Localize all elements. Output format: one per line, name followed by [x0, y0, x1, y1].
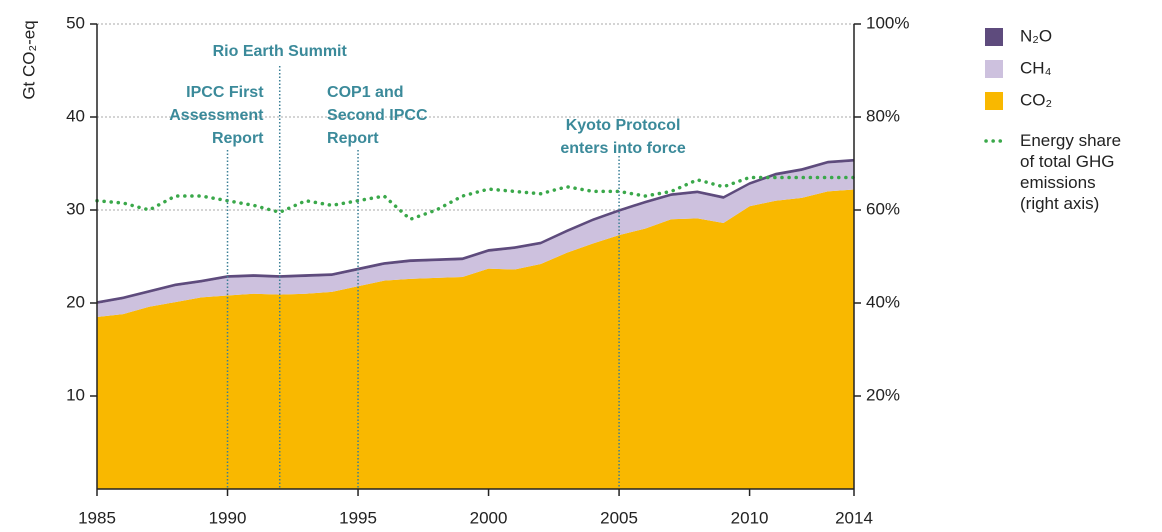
y2-tick-label: 60% — [866, 199, 900, 218]
x-tick-label: 1990 — [209, 508, 247, 527]
y-tick-label: 50 — [66, 13, 85, 32]
area — [97, 158, 854, 304]
annotation: Report — [327, 130, 379, 147]
y-tick-label: 40 — [66, 106, 85, 125]
y-tick-label: 20 — [66, 292, 85, 311]
annotation: enters into force — [560, 140, 685, 157]
annotation: Kyoto Protocol — [566, 117, 681, 134]
y2-tick-label: 80% — [866, 106, 900, 125]
area — [97, 189, 854, 490]
x-tick-label: 2010 — [731, 508, 769, 527]
annotation: Report — [212, 130, 264, 147]
legend-label: CH₄ — [1020, 58, 1052, 77]
annotation: Second IPCC — [327, 107, 428, 124]
y-tick-label: 10 — [66, 385, 85, 404]
x-tick-label: 2005 — [600, 508, 638, 527]
line — [95, 175, 856, 222]
legend-swatch — [985, 28, 1003, 46]
annotation: Rio Earth Summit — [213, 43, 348, 60]
legend-swatch — [985, 60, 1003, 78]
legend-swatch — [985, 92, 1003, 110]
y2-tick-label: 100% — [866, 13, 909, 32]
x-tick-label: 2014 — [835, 508, 873, 527]
legend-label: Energy share of total GHG emissions (rig… — [1020, 131, 1122, 213]
y2-tick-label: 40% — [866, 292, 900, 311]
y-tick-label: 30 — [66, 199, 85, 218]
legend-label: N₂O — [1020, 26, 1052, 45]
annotation: IPCC First — [186, 84, 264, 101]
x-tick-label: 1995 — [339, 508, 377, 527]
y2-tick-label: 20% — [866, 385, 900, 404]
x-tick-label: 1985 — [78, 508, 116, 527]
area — [97, 161, 854, 317]
y-axis-label: Gt CO₂-eq — [19, 20, 38, 99]
x-tick-label: 2000 — [470, 508, 508, 527]
annotation: COP1 and — [327, 84, 403, 101]
annotation: Assessment — [169, 107, 264, 124]
legend-label: CO₂ — [1020, 90, 1052, 109]
